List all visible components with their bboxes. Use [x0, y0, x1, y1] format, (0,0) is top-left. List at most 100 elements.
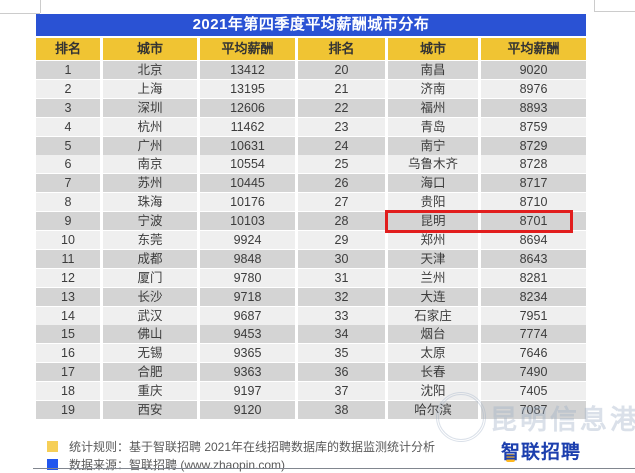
city-cell: 厦门 [103, 268, 197, 287]
rank-cell: 5 [36, 136, 100, 155]
rank-cell: 4 [36, 117, 100, 136]
header-city: 城市 [388, 38, 478, 60]
city-cell: 青岛 [388, 117, 478, 136]
salary-cell: 9848 [200, 249, 295, 268]
rank-cell: 34 [298, 325, 385, 344]
salary-cell: 11462 [200, 117, 295, 136]
city-cell: 南宁 [388, 136, 478, 155]
salary-cell: 12606 [200, 98, 295, 117]
city-cell: 广州 [103, 136, 197, 155]
table-row: 10 东莞 9924 29 郑州 8694 [36, 231, 586, 250]
table-row: 14 武汉 9687 33 石家庄 7951 [36, 306, 586, 326]
rank-cell: 31 [298, 268, 385, 287]
city-cell: 石家庄 [388, 306, 478, 325]
legend-text-source: 数据来源：智联招聘 (www.zhaopin.com) [69, 458, 286, 472]
rank-cell: 7 [36, 174, 100, 193]
table-row: 12 厦门 9780 31 兰州 8281 [36, 268, 586, 288]
salary-cell: 9365 [200, 344, 295, 363]
salary-cell: 8694 [481, 231, 586, 250]
salary-cell: 8729 [481, 136, 586, 155]
zhaopin-logo: 智联招聘 [501, 437, 581, 464]
salary-cell: 8234 [481, 287, 586, 306]
city-cell: 成都 [103, 249, 197, 268]
table-row: 11 成都 9848 30 天津 8643 [36, 249, 586, 269]
rank-cell: 38 [298, 401, 385, 420]
city-cell: 郑州 [388, 231, 478, 250]
table-row: 7 苏州 10445 26 海口 8717 [36, 174, 586, 193]
rank-cell: 14 [36, 306, 100, 325]
rank-cell: 33 [298, 306, 385, 325]
logo-text: 智联招聘 [501, 442, 582, 463]
table-row: 2 上海 13195 21 济南 8976 [36, 79, 586, 99]
salary-cell: 8643 [481, 249, 586, 268]
rank-cell: 15 [36, 325, 100, 344]
city-cell: 南京 [103, 155, 197, 174]
salary-cell: 7646 [481, 344, 586, 363]
salary-cell: 9924 [200, 231, 295, 250]
salary-table: 2021年第四季度平均薪酬城市分布 排名 城市 平均薪酬 排名 城市 平均薪酬 1 北京 13… [36, 14, 586, 420]
city-cell: 长沙 [103, 287, 197, 306]
header-salary: 平均薪酬 [481, 38, 586, 60]
rank-cell: 37 [298, 382, 385, 401]
city-cell: 福州 [388, 98, 478, 117]
salary-cell: 7087 [481, 401, 586, 420]
rank-cell: 19 [36, 401, 100, 420]
table-row: 8 珠海 10176 27 贵阳 8710 [36, 193, 586, 212]
gridline-artifact [594, 0, 595, 11]
city-cell: 上海 [103, 79, 197, 98]
legend-item-rule: 统计规则：基于智联招聘 2021年在线招聘数据库的数据监测统计分析 [47, 438, 435, 455]
table-title: 2021年第四季度平均薪酬城市分布 [36, 14, 586, 36]
salary-cell: 13195 [200, 79, 295, 98]
salary-cell: 7405 [481, 382, 586, 401]
table-row: 4 杭州 11462 23 青岛 8759 [36, 117, 586, 137]
salary-cell: 10445 [200, 174, 295, 193]
rank-cell: 1 [36, 61, 100, 79]
salary-cell: 8976 [481, 79, 586, 98]
gridline-artifact [40, 0, 41, 13]
rank-cell: 12 [36, 268, 100, 287]
salary-cell: 7951 [481, 306, 586, 325]
legend-swatch-blue [47, 459, 58, 470]
city-cell: 北京 [103, 61, 197, 79]
city-cell: 西安 [103, 401, 197, 420]
city-cell: 武汉 [103, 306, 197, 325]
rank-cell: 32 [298, 287, 385, 306]
rank-cell: 29 [298, 231, 385, 250]
header-rank: 排名 [298, 38, 385, 60]
rank-cell: 17 [36, 363, 100, 382]
salary-cell: 8759 [481, 117, 586, 136]
rank-cell: 35 [298, 344, 385, 363]
table-row: 3 深圳 12606 22 福州 8893 [36, 98, 586, 118]
city-cell: 苏州 [103, 174, 197, 193]
salary-cell: 9453 [200, 325, 295, 344]
rank-cell: 27 [298, 193, 385, 212]
salary-cell: 8281 [481, 268, 586, 287]
rank-cell: 11 [36, 249, 100, 268]
legend-item-source: 数据来源：智联招聘 (www.zhaopin.com) [47, 456, 285, 473]
table-row: 16 无锡 9365 35 太原 7646 [36, 344, 586, 363]
header-city: 城市 [103, 38, 197, 60]
rank-cell: 25 [298, 155, 385, 174]
salary-cell: 8710 [481, 193, 586, 212]
city-cell: 东莞 [103, 231, 197, 250]
city-cell: 长春 [388, 363, 478, 382]
rank-cell: 22 [298, 98, 385, 117]
salary-cell: 10176 [200, 193, 295, 212]
rank-cell: 28 [298, 212, 385, 231]
city-cell: 海口 [388, 174, 478, 193]
city-cell: 深圳 [103, 98, 197, 117]
table-row: 6 南京 10554 25 乌鲁木齐 8728 [36, 155, 586, 174]
salary-cell: 9020 [481, 61, 586, 79]
legend-swatch-yellow [47, 441, 58, 452]
rank-cell: 36 [298, 363, 385, 382]
table-body: 1 北京 13412 20 南昌 9020 2 上海 13195 21 济南 8976 3 深圳 12606… [36, 61, 586, 420]
city-cell: 重庆 [103, 382, 197, 401]
divider-line [33, 468, 635, 469]
salary-cell: 9718 [200, 287, 295, 306]
table-row: 13 长沙 9718 32 大连 8234 [36, 287, 586, 307]
rank-cell: 3 [36, 98, 100, 117]
table-row: 15 佛山 9453 34 烟台 7774 [36, 325, 586, 344]
rank-cell: 9 [36, 212, 100, 231]
table-row: 17 合肥 9363 36 长春 7490 [36, 363, 586, 382]
rank-cell: 16 [36, 344, 100, 363]
